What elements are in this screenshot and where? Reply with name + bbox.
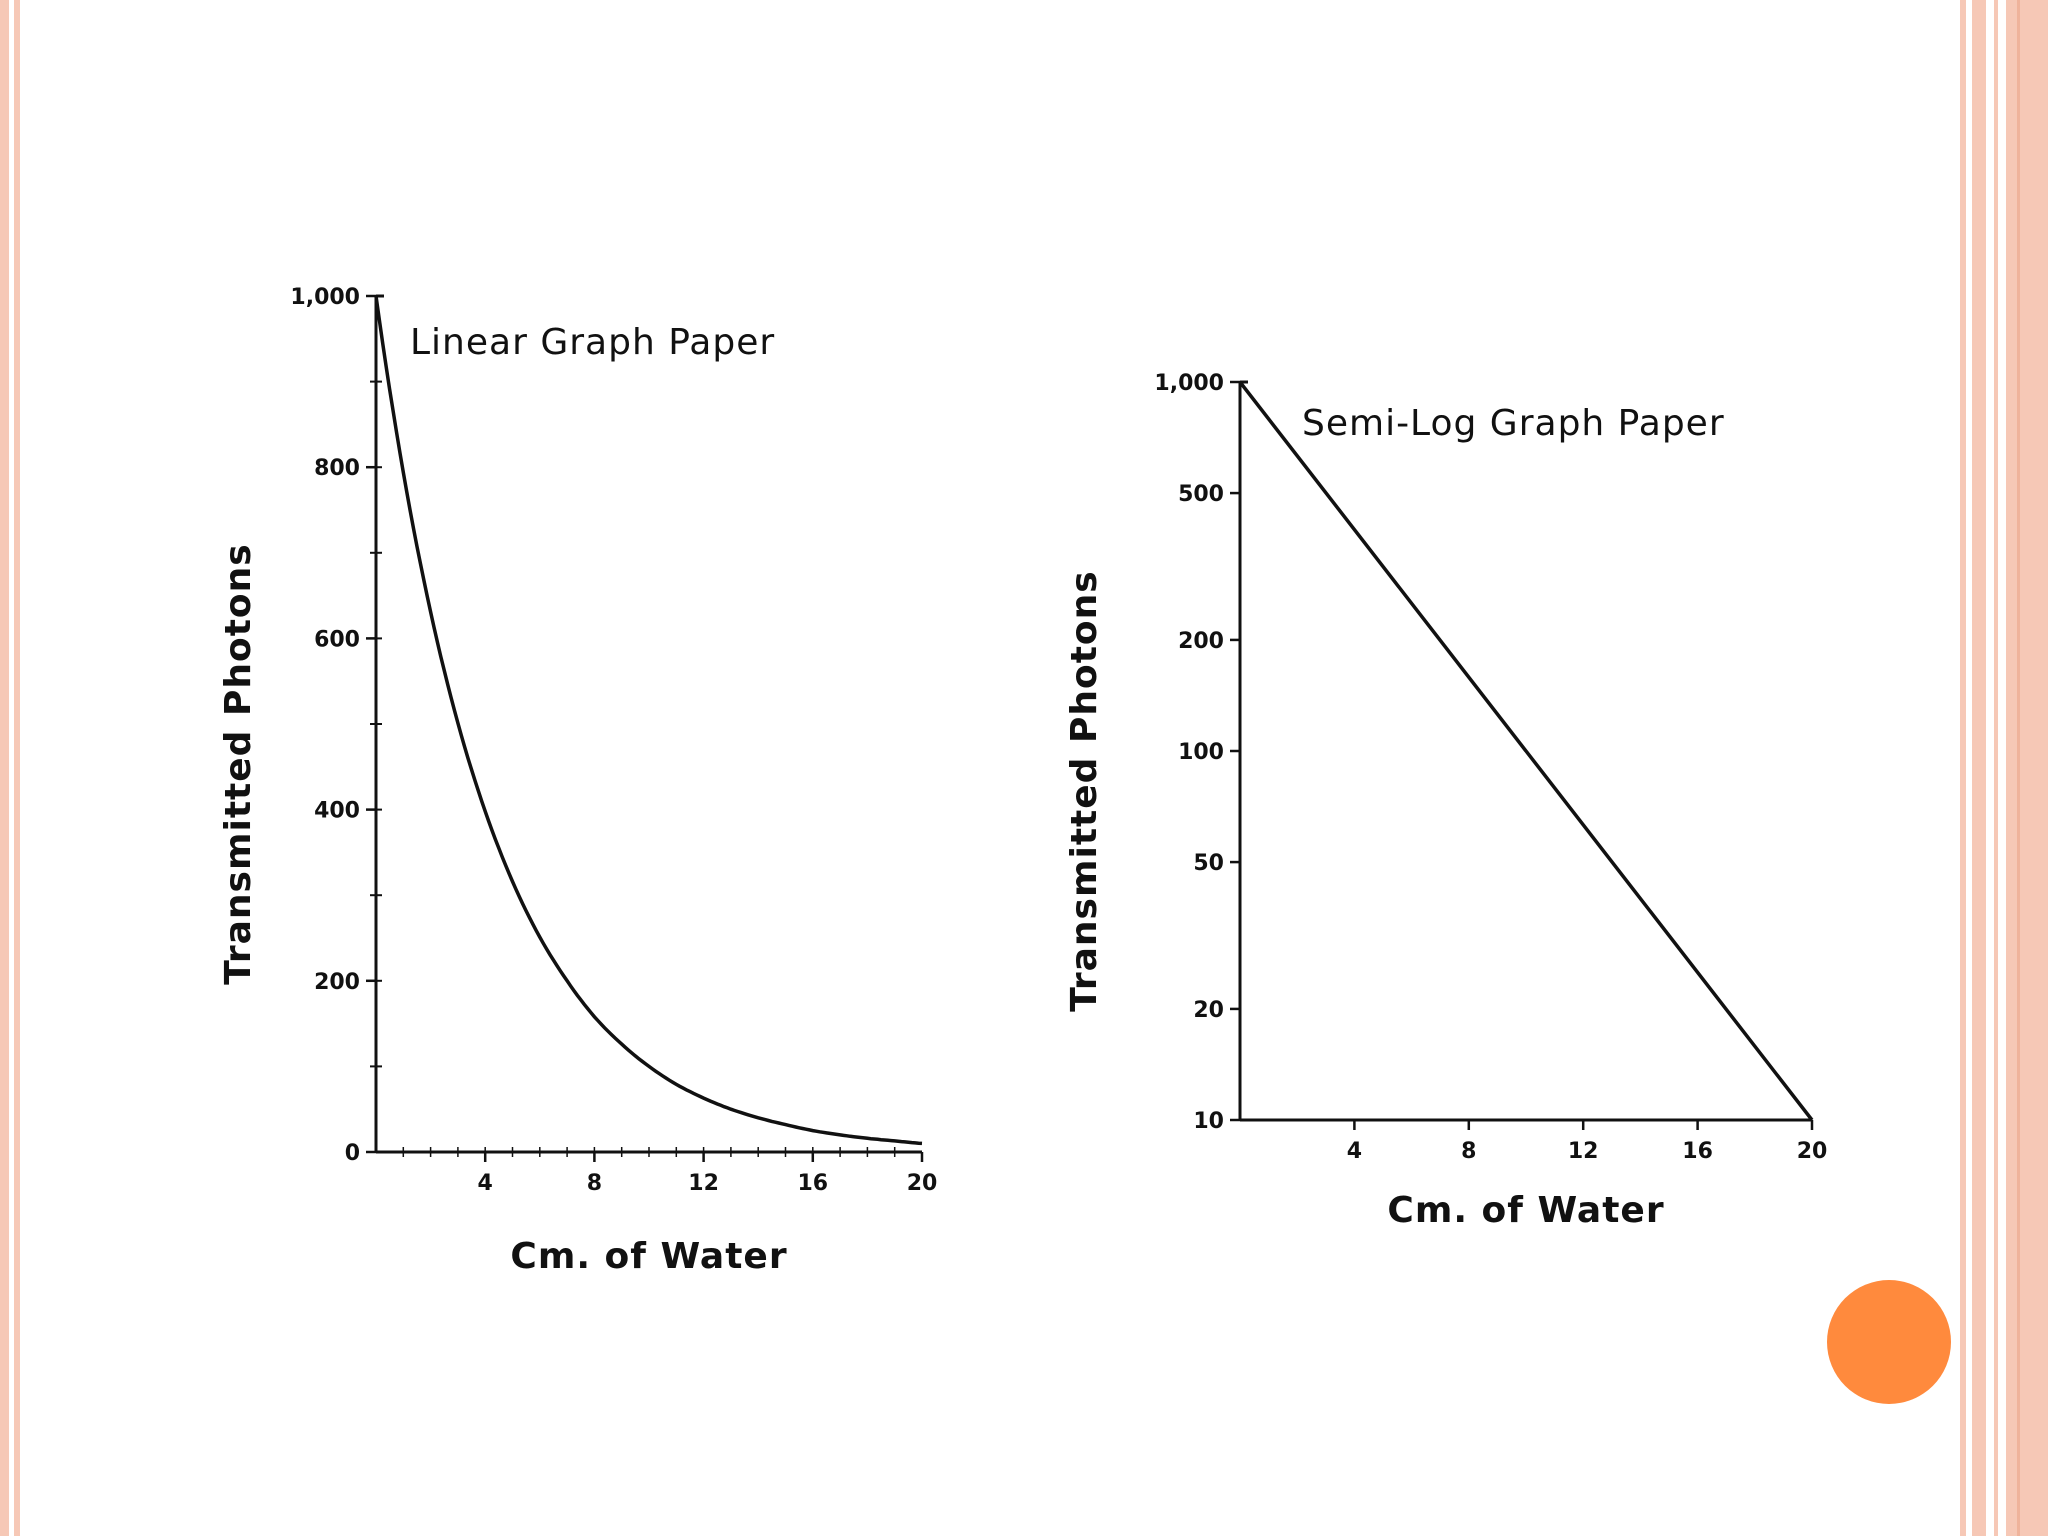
chart-title: Semi-Log Graph Paper (1302, 403, 1725, 444)
y-tick-label: 100 (1178, 740, 1224, 765)
series-line (1238, 380, 1814, 1122)
slide-border-right (1960, 0, 1966, 1536)
y-axis-label: Transmitted Photons (218, 543, 259, 984)
slide-border-right (1994, 0, 1998, 1536)
x-tick-label: 8 (1461, 1139, 1476, 1164)
y-tick-label: 200 (1178, 629, 1224, 654)
chart-title: Linear Graph Paper (410, 322, 775, 363)
slide-border-right (1972, 0, 1986, 1536)
x-tick-label: 20 (907, 1171, 938, 1196)
orange-circle-decoration (1827, 1280, 1951, 1404)
y-tick-label: 200 (314, 970, 360, 995)
x-tick-label: 4 (1347, 1139, 1362, 1164)
x-tick-label: 16 (1682, 1139, 1713, 1164)
y-tick-label: 0 (345, 1141, 360, 1166)
slide-border-left-inner (14, 0, 20, 1536)
y-tick-label: 50 (1193, 851, 1224, 876)
x-tick-label: 16 (797, 1171, 828, 1196)
x-tick-label: 4 (478, 1171, 493, 1196)
series-line (374, 295, 923, 1146)
x-tick-label: 12 (1568, 1139, 1599, 1164)
y-tick-label: 1,000 (1154, 371, 1224, 396)
y-tick-label: 500 (1178, 482, 1224, 507)
y-tick-label: 10 (1193, 1109, 1224, 1134)
y-axis-label: Transmitted Photons (1064, 570, 1105, 1011)
y-tick-label: 600 (314, 627, 360, 652)
chart-1: 0 200 400 600 800 1,000 4 8 12 16 20 Linear Graph P… (218, 285, 937, 1277)
x-tick-label: 20 (1797, 1139, 1828, 1164)
slide-border-right (2006, 0, 2048, 1536)
x-tick-label: 8 (587, 1171, 602, 1196)
x-axis-label: Cm. of Water (510, 1236, 787, 1277)
x-axis-label: Cm. of Water (1387, 1190, 1664, 1231)
chart-2: 10 20 50 100 200 500 1,000 4 8 12 16 20 Semi-Log Gra… (1064, 371, 1827, 1231)
slide-border-left-outer (0, 0, 9, 1536)
y-tick-label: 800 (314, 456, 360, 481)
y-tick-label: 400 (314, 799, 360, 824)
y-tick-label: 20 (1193, 998, 1224, 1023)
y-tick-label: 1,000 (290, 285, 360, 310)
x-tick-label: 12 (688, 1171, 719, 1196)
slide-border-right (2017, 0, 2020, 1536)
